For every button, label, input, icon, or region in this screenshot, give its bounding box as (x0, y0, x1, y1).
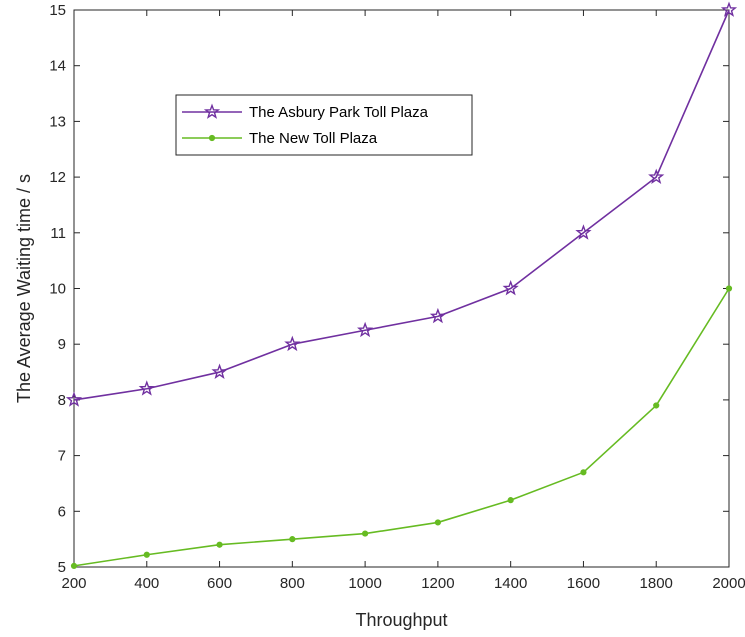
data-point (434, 519, 441, 526)
series-2 (70, 285, 733, 569)
data-point (284, 335, 301, 352)
data-point (429, 307, 447, 324)
x-axis: 200 400 600 800 1000 1200 1400 1600 1800 2000 (61, 10, 745, 592)
y-axis: 5 6 7 8 9 10 11 12 13 14 15 (49, 2, 729, 576)
y-tick-label: 10 (49, 281, 66, 298)
series-line (73, 288, 730, 567)
x-tick-label: 1200 (421, 575, 454, 592)
y-tick-label: 8 (58, 392, 66, 409)
data-point (720, 1, 738, 17)
x-tick-label: 1400 (494, 575, 527, 592)
x-tick-label: 2000 (712, 575, 745, 592)
y-tick-label: 12 (49, 169, 66, 186)
data-point (580, 469, 587, 476)
x-axis-label: Throughput (355, 610, 447, 630)
data-point (143, 551, 150, 558)
x-tick-label: 1600 (567, 575, 600, 592)
legend: The Asbury Park Toll Plaza The New Toll P… (175, 94, 473, 156)
data-point (362, 530, 369, 537)
data-point (138, 380, 155, 396)
data-point (653, 402, 660, 409)
y-tick-label: 5 (58, 559, 66, 576)
series-1 (65, 1, 738, 407)
data-point (65, 391, 83, 407)
data-point (289, 536, 296, 543)
data-point (211, 363, 228, 379)
data-point (725, 285, 733, 292)
y-tick-label: 7 (58, 448, 66, 465)
legend-label: The New Toll Plaza (249, 130, 378, 147)
data-point (70, 562, 78, 569)
y-tick-label: 6 (58, 503, 66, 520)
data-point (648, 168, 665, 185)
data-point (216, 541, 223, 548)
legend-marker (203, 103, 221, 119)
plot-area (73, 9, 730, 568)
y-tick-label: 9 (58, 336, 66, 353)
data-point (575, 224, 592, 240)
y-axis-label: The Average Waiting time / s (14, 174, 34, 403)
series-layer (65, 1, 738, 569)
y-tick-label: 11 (50, 225, 66, 242)
x-tick-label: 600 (207, 575, 232, 592)
y-tick-label: 14 (49, 58, 66, 75)
x-tick-label: 400 (134, 575, 159, 592)
data-point (507, 497, 514, 504)
x-tick-label: 800 (280, 575, 305, 592)
y-tick-label: 13 (49, 113, 66, 130)
series-line (73, 9, 730, 401)
y-tick-label: 15 (49, 2, 66, 19)
legend-label: The Asbury Park Toll Plaza (249, 104, 429, 121)
x-tick-label: 1800 (640, 575, 673, 592)
legend-marker (208, 134, 216, 142)
data-point (357, 321, 374, 338)
x-tick-label: 200 (61, 575, 86, 592)
legend-box (175, 94, 473, 156)
data-point (502, 279, 519, 296)
x-tick-label: 1000 (348, 575, 381, 592)
